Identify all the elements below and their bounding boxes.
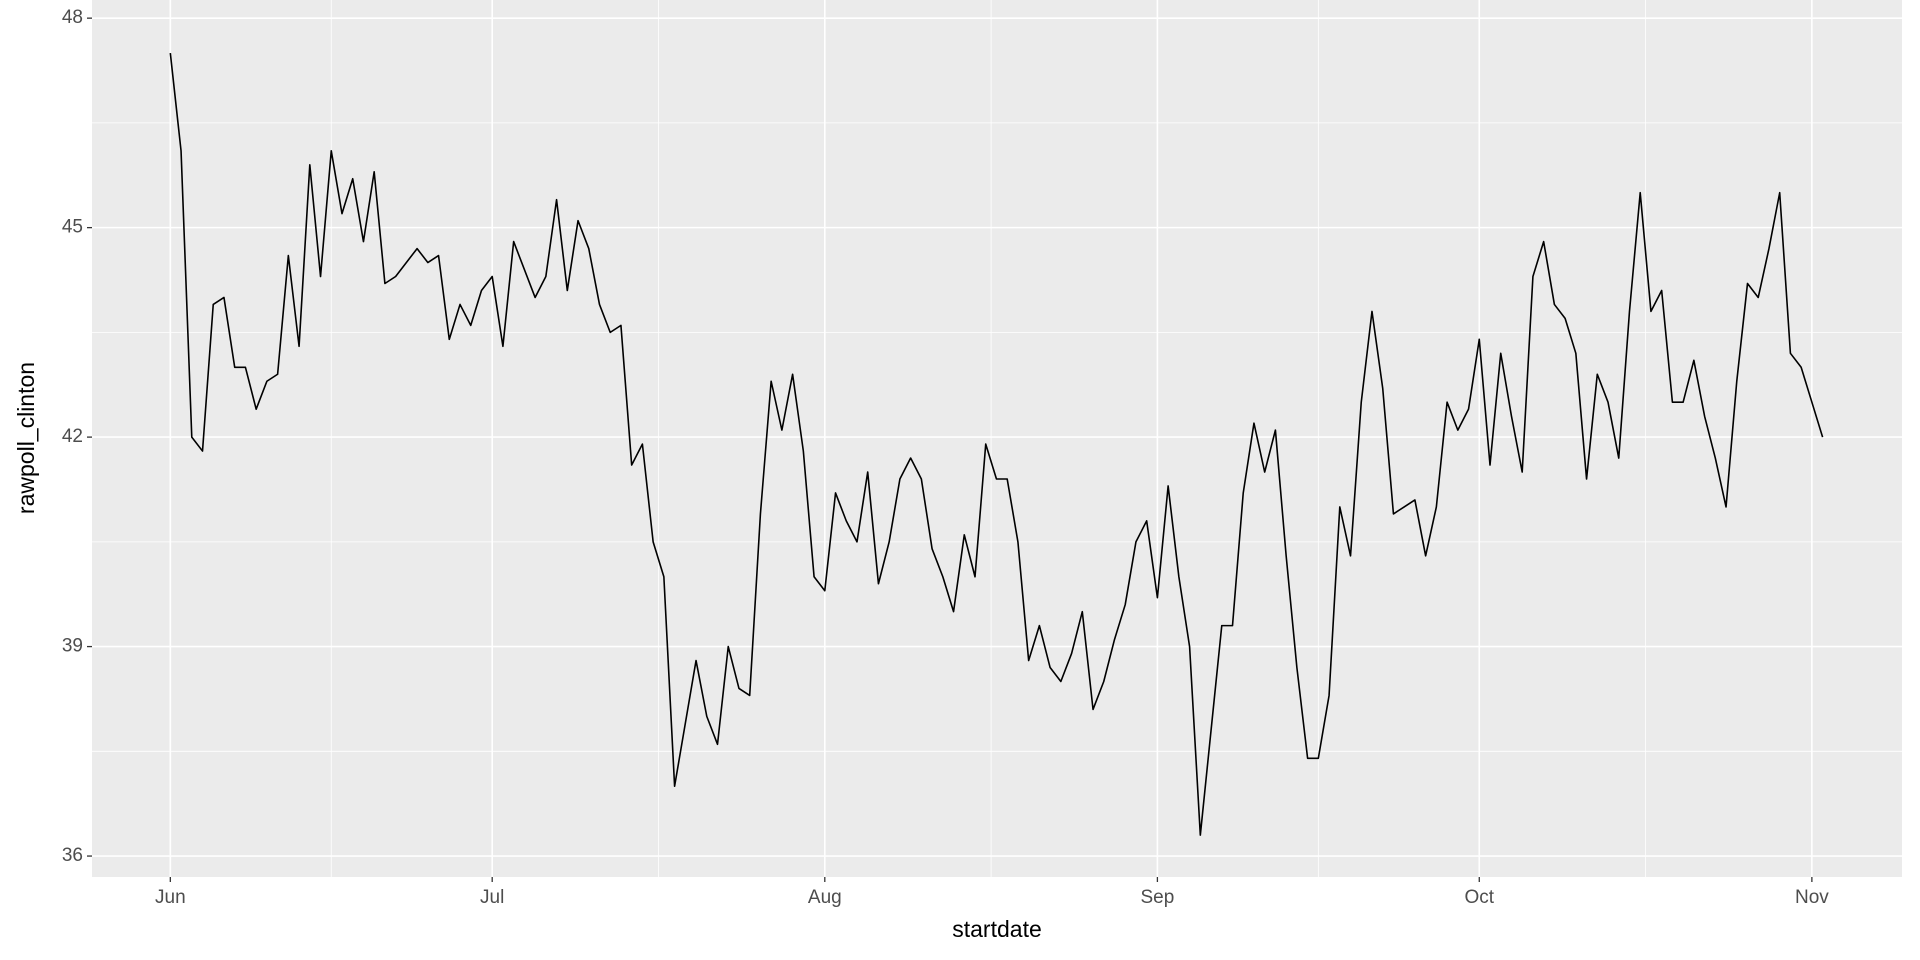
- x-tick-label: Jun: [155, 887, 186, 908]
- y-tick-label: 39: [62, 636, 83, 657]
- line: [169, 52, 1824, 836]
- x-tick-label: Nov: [1795, 887, 1829, 908]
- y-tick-label: 45: [62, 217, 83, 238]
- y-tick-label: 36: [62, 845, 83, 866]
- y-tick-label: 48: [62, 7, 83, 28]
- x-tick-label: Aug: [808, 887, 842, 908]
- panel: [92, 0, 1902, 877]
- x-tick-label: Oct: [1464, 887, 1494, 908]
- x-tick-label: Sep: [1140, 887, 1174, 908]
- y-axis-title: rawpoll_clinton: [13, 362, 39, 514]
- grid: [92, 0, 1902, 877]
- y-tick-label: 42: [62, 426, 83, 447]
- x-axis-title: startdate: [952, 916, 1042, 942]
- marks: [169, 52, 1824, 836]
- x-tick-label: Jul: [480, 887, 504, 908]
